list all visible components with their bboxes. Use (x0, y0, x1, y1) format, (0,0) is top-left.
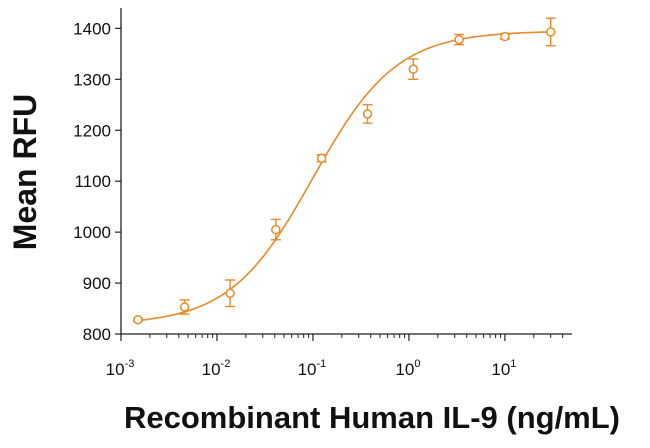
data-point (499, 31, 510, 42)
x-tick-label: 10-1 (298, 358, 327, 379)
axes (120, 8, 572, 335)
y-tick-label: 900 (83, 274, 111, 293)
data-point (179, 299, 190, 315)
data-point (454, 33, 465, 46)
y-tick-label: 1200 (73, 121, 111, 140)
point-marker (133, 314, 143, 325)
x-axis-title: Recombinant Human IL-9 (ng/mL) (124, 400, 620, 435)
fit-curve (137, 31, 551, 322)
y-tick-label: 1000 (73, 223, 111, 242)
data-point (362, 104, 373, 124)
point-marker (500, 31, 510, 42)
data-point (270, 218, 281, 241)
x-tick-label: 10-2 (202, 358, 231, 379)
y-axis-title: Mean RFU (7, 94, 43, 250)
data-point (225, 279, 236, 308)
y-tick-label: 800 (83, 325, 111, 344)
y-axis-ticks: 800 900 1000 1100 1200 1300 1400 (73, 19, 121, 344)
y-tick-label: 1300 (73, 70, 111, 89)
data-point (545, 17, 556, 47)
data-point (408, 58, 419, 81)
point-marker (316, 153, 327, 164)
data-point (132, 314, 143, 325)
x-axis-ticks: 10-3 10-2 10-1 100 101 (106, 334, 564, 379)
x-tick-label: 10-3 (106, 358, 135, 379)
x-tick-label: 100 (395, 358, 420, 379)
point-marker (408, 64, 419, 74)
x-tick-label: 101 (491, 358, 516, 379)
data-point (316, 153, 327, 164)
data-points (132, 17, 556, 325)
point-marker (362, 109, 373, 119)
point-marker (454, 34, 464, 45)
y-tick-label: 1100 (74, 172, 111, 191)
y-tick-label: 1400 (73, 19, 111, 38)
point-marker (179, 302, 190, 312)
point-marker (545, 27, 556, 37)
point-marker (225, 288, 235, 298)
point-marker (271, 224, 281, 235)
